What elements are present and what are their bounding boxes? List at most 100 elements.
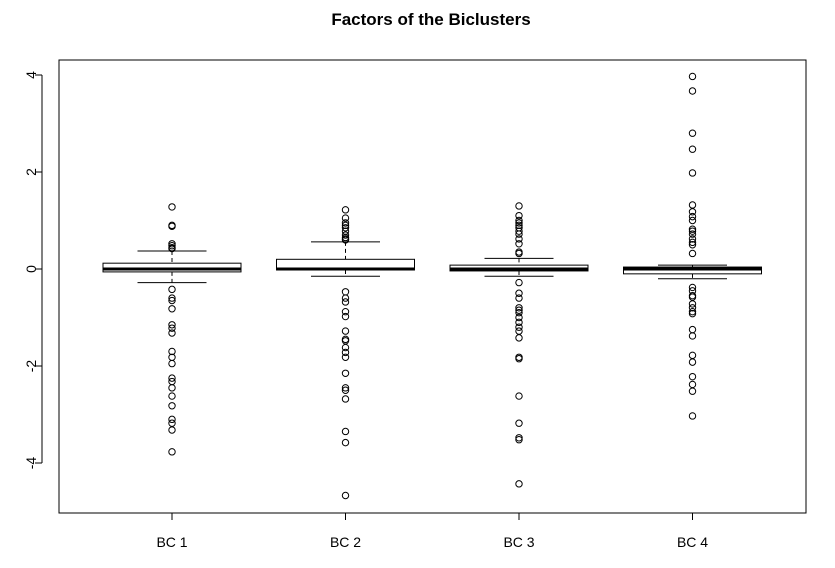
outlier-point: [341, 231, 350, 239]
outlier-point: [341, 307, 350, 316]
outlier-point: [515, 436, 523, 444]
outlier-point: [168, 415, 176, 424]
y-tick-label: -2: [23, 360, 39, 373]
box-2: [276, 206, 415, 500]
outlier-point: [688, 387, 697, 395]
outlier-point: [168, 374, 176, 382]
outlier-point: [341, 384, 350, 392]
outlier-point: [515, 249, 523, 258]
outlier-point: [341, 327, 350, 335]
x-axis: BC 1 BC 2 BC 3 BC 4: [156, 512, 708, 550]
outlier-point: [688, 230, 697, 238]
outlier-point: [341, 312, 350, 321]
outlier-point: [341, 214, 350, 222]
outlier-point: [515, 202, 523, 210]
outlier-point: [341, 236, 350, 244]
outlier-point: [168, 329, 176, 337]
outlier-point: [341, 369, 350, 377]
outlier-point: [341, 343, 350, 352]
outlier-point: [688, 332, 697, 340]
outlier-point: [515, 313, 523, 322]
outlier-point: [168, 240, 176, 248]
outlier-point: [341, 224, 350, 232]
outlier-point: [688, 300, 697, 308]
outlier-point: [168, 244, 176, 253]
outlier-point: [341, 491, 350, 500]
outlier-point: [168, 222, 176, 231]
outlier-point: [688, 169, 697, 177]
outlier-point: [688, 87, 697, 95]
outlier-point: [688, 412, 697, 420]
box-series: [102, 72, 762, 500]
x-tick-label: BC 1: [156, 534, 187, 550]
outlier-point: [168, 203, 176, 211]
outlier-point: [515, 304, 523, 312]
outlier-point: [688, 227, 697, 235]
outlier-point: [168, 294, 176, 302]
x-tick-label: BC 4: [677, 534, 708, 550]
outlier-point: [688, 235, 697, 243]
outlier-point: [168, 242, 176, 250]
outlier-point: [688, 225, 697, 233]
outlier-point: [168, 426, 176, 434]
outlier-point: [515, 355, 523, 363]
x-tick-label: BC 2: [330, 534, 361, 550]
outlier-point: [688, 358, 697, 366]
outlier-point: [688, 372, 697, 381]
outlier-point: [168, 305, 176, 313]
outlier-point: [688, 238, 697, 247]
outlier-point: [688, 201, 697, 209]
outlier-point: [168, 448, 176, 456]
y-tick-label: -4: [23, 457, 39, 470]
outlier-point: [168, 285, 176, 294]
y-tick-label: 2: [23, 168, 39, 176]
x-tick-label: BC 3: [503, 534, 534, 550]
outlier-point: [168, 324, 176, 332]
y-tick-label: 0: [23, 265, 39, 273]
outlier-point: [515, 327, 523, 335]
outlier-point: [341, 353, 350, 361]
outlier-point: [688, 307, 697, 316]
outlier-point: [515, 419, 523, 427]
outlier-point: [168, 347, 176, 356]
outlier-point: [515, 219, 523, 227]
box-1: [102, 203, 242, 456]
outlier-point: [341, 219, 350, 227]
outlier-point: [168, 359, 176, 368]
outlier-point: [168, 392, 176, 400]
outlier-point: [515, 289, 523, 297]
outlier-point: [688, 380, 697, 389]
outlier-point: [688, 145, 697, 153]
outlier-point: [515, 216, 523, 225]
outlier-point: [168, 384, 176, 392]
outlier-point: [688, 249, 697, 258]
outlier-point: [688, 212, 697, 221]
outlier-point: [341, 206, 350, 214]
outlier-point: [168, 402, 176, 410]
outlier-point: [515, 230, 523, 238]
outlier-point: [168, 419, 176, 427]
outlier-point: [688, 325, 697, 334]
outlier-point: [515, 221, 523, 230]
outlier-point: [688, 304, 697, 312]
outlier-point: [515, 235, 523, 243]
outlier-point: [341, 438, 350, 447]
outlier-point: [515, 434, 523, 442]
outlier-point: [341, 386, 350, 394]
outlier-point: [515, 334, 523, 342]
outlier-point: [515, 323, 523, 331]
outlier-point: [168, 321, 176, 329]
outlier-point: [515, 392, 523, 400]
outlier-point: [515, 278, 523, 287]
outlier-point: [688, 216, 697, 225]
outlier-point: [688, 208, 697, 216]
outlier-point: [341, 288, 350, 296]
outlier-point: [688, 72, 697, 81]
outlier-point: [341, 221, 350, 230]
outlier-point: [515, 227, 523, 235]
outlier-point: [168, 296, 176, 305]
y-axis: -4 -2 0 2 4: [23, 71, 43, 470]
outlier-point: [688, 283, 697, 292]
outlier-point: [515, 294, 523, 302]
